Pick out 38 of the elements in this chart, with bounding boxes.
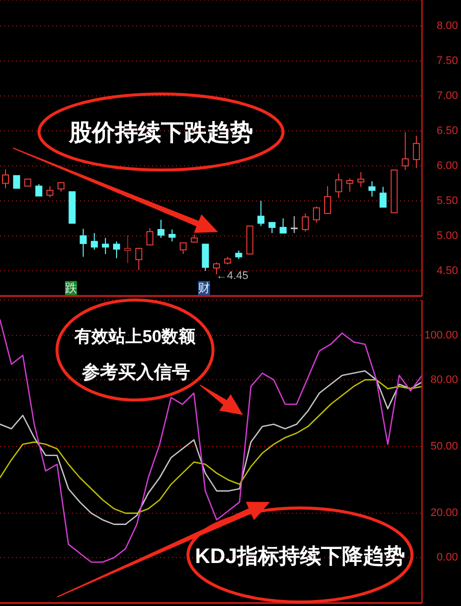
candlestick — [90, 232, 98, 250]
candlestick — [268, 222, 276, 234]
annotation: KDJ指标持续下降趋势 — [194, 544, 406, 570]
annotation: 跌 — [65, 281, 77, 295]
candlestick — [412, 135, 420, 168]
y-tick-label: 5.50 — [436, 194, 458, 207]
y-tick-label: 5.00 — [436, 230, 458, 242]
y-tick-label: 0.00 — [436, 552, 458, 564]
annotation: 股价持续下跌趋势 — [69, 118, 253, 146]
candlestick — [390, 170, 398, 214]
candlestick — [357, 172, 364, 188]
y-tick-label: 7.00 — [436, 90, 458, 102]
candlestick — [80, 228, 87, 258]
y-tick-label: 8.00 — [436, 20, 458, 32]
y-tick-label: 6.50 — [436, 124, 458, 137]
y-tick-label: 20.00 — [430, 507, 458, 520]
y-tick-label: 50.00 — [430, 440, 458, 452]
candlestick — [124, 234, 132, 264]
annotation: ←4.45 — [216, 270, 248, 283]
candlestick — [257, 200, 264, 227]
candlestick — [46, 186, 54, 198]
candlestick — [335, 173, 342, 199]
y-tick-label: 80.00 — [430, 374, 458, 386]
candlestick — [24, 178, 32, 187]
candlestick — [280, 218, 287, 234]
candlestick — [13, 175, 20, 189]
annotation: 财 — [198, 281, 210, 295]
annotation: 参考买入信号 — [82, 361, 190, 383]
candlestick — [168, 229, 176, 242]
candlestick — [157, 219, 164, 238]
y-tick-label: 6.00 — [436, 160, 458, 172]
candlestick — [68, 191, 76, 224]
candlestick — [324, 186, 332, 214]
y-tick-label: 4.50 — [436, 264, 458, 277]
annotation: 有效站上50数额 — [74, 326, 196, 348]
y-tick-label: 7.50 — [436, 54, 458, 67]
y-tick-label: 100.00 — [424, 329, 458, 342]
candlestick — [246, 226, 254, 255]
